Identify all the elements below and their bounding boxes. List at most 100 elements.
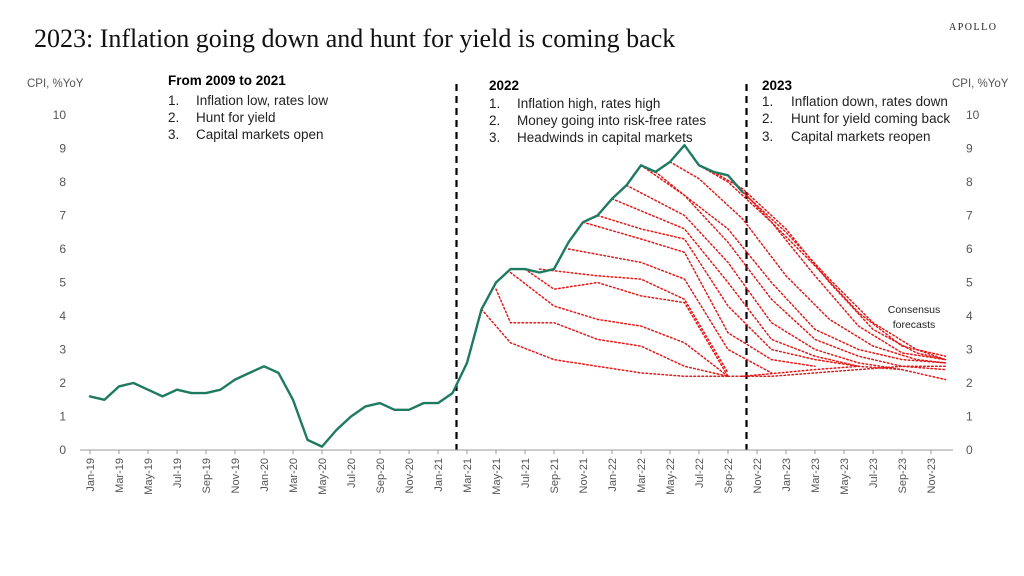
section-item-number: 1. — [762, 94, 773, 109]
forecast-line — [524, 268, 729, 378]
forecast-line — [741, 191, 947, 361]
section-item: Headwinds in capital markets — [517, 130, 693, 145]
annotation-line-1: Consensus — [888, 304, 941, 316]
y-tick-label: 1 — [966, 410, 973, 424]
x-tick-label: Mar-21 — [462, 458, 474, 493]
x-tick-label: Nov-19 — [230, 458, 242, 493]
section-item-number: 3. — [168, 127, 179, 142]
y-tick-label: 7 — [966, 209, 973, 223]
y-tick-label: 0 — [59, 443, 66, 457]
forecast-line — [727, 174, 947, 357]
forecast-line — [480, 308, 729, 378]
x-tick-label: Sep-23 — [897, 458, 909, 493]
y-tick-label: 3 — [966, 343, 973, 357]
section-item: Inflation down, rates down — [791, 94, 948, 109]
y-tick-label: 9 — [966, 142, 973, 156]
forecast-line — [712, 171, 947, 361]
forecast-line — [741, 365, 947, 381]
actual-line-group — [88, 143, 744, 448]
forecast-line — [640, 164, 947, 371]
x-tick-label: Mar-19 — [114, 458, 126, 493]
x-tick-label: Nov-20 — [404, 458, 416, 493]
y-axis-left-title: CPI, %YoY — [27, 78, 84, 90]
y-axis-right-title: CPI, %YoY — [952, 78, 1009, 90]
x-tick-label: Jan-23 — [781, 458, 793, 492]
y-tick-label: 0 — [966, 443, 973, 457]
x-tick-label: Jul-23 — [868, 458, 880, 488]
y-tick-label: 2 — [966, 376, 973, 390]
section-item-number: 3. — [489, 130, 500, 145]
y-tick-label: 10 — [966, 108, 980, 122]
section-2023: 2023 1. Inflation down, rates down 2. Hu… — [762, 78, 950, 144]
x-tick-label: Sep-20 — [375, 458, 387, 493]
x-tick-label: Jul-22 — [694, 458, 706, 488]
y-tick-label: 5 — [59, 276, 66, 290]
section-item-number: 3. — [762, 129, 773, 144]
x-tick-label: May-20 — [317, 458, 329, 495]
forecast-line — [582, 221, 816, 368]
x-tick-label: Jan-22 — [607, 458, 619, 492]
actual-cpi-line — [88, 143, 744, 448]
x-tick-label: Nov-22 — [752, 458, 764, 493]
forecast-line — [698, 164, 947, 361]
forecast-line — [596, 214, 860, 368]
forecast-line — [611, 198, 860, 368]
forecast-line — [567, 248, 773, 374]
y-tick-label: 5 — [966, 276, 973, 290]
section-item: Capital markets open — [196, 127, 324, 142]
forecast-line — [625, 184, 903, 371]
y-tick-label: 10 — [53, 108, 67, 122]
section-heading: 2022 — [489, 78, 519, 93]
x-tick-label: Jul-20 — [346, 458, 358, 488]
y-tick-label: 7 — [59, 209, 66, 223]
x-ticks: Jan-19 Mar-19 May-19 Jul-19 Sep-19 Nov-19 Jan-… — [85, 450, 938, 495]
x-tick-label: Mar-20 — [288, 458, 300, 493]
x-tick-label: Jan-19 — [85, 458, 97, 492]
section-item-number: 1. — [168, 93, 179, 108]
y-tick-label: 1 — [59, 410, 66, 424]
x-axis: Jan-19 Mar-19 May-19 Jul-19 Sep-19 Nov-19 Jan-… — [80, 449, 953, 495]
x-tick-label: Jan-20 — [259, 458, 271, 492]
y-ticks-right: 0 1 2 3 4 5 6 7 8 9 10 — [966, 108, 980, 457]
section-item-number: 2. — [168, 110, 179, 125]
y-tick-label: 3 — [59, 343, 66, 357]
brand-logo: APOLLO — [949, 22, 998, 33]
forecast-line — [727, 365, 947, 378]
section-2009-2021: From 2009 to 2021 1. Inflation low, rate… — [168, 73, 328, 142]
y-tick-label: 8 — [59, 175, 66, 189]
section-item: Capital markets reopen — [791, 129, 931, 144]
x-tick-label: Sep-19 — [201, 458, 213, 493]
section-item-number: 1. — [489, 96, 500, 111]
y-tick-label: 6 — [59, 242, 66, 256]
section-heading: From 2009 to 2021 — [168, 73, 286, 88]
y-ticks-left: 0 1 2 3 4 5 6 7 8 9 10 — [53, 108, 67, 457]
x-tick-label: Jul-21 — [520, 458, 532, 488]
section-heading: 2023 — [762, 78, 793, 93]
x-tick-label: May-22 — [665, 458, 677, 495]
x-tick-label: Mar-23 — [810, 458, 822, 493]
x-tick-label: Nov-21 — [578, 458, 590, 493]
x-tick-label: Sep-22 — [723, 458, 735, 493]
forecast-line — [509, 271, 729, 378]
x-tick-label: May-23 — [839, 458, 851, 495]
section-item: Inflation high, rates high — [517, 96, 660, 111]
section-item: Inflation low, rates low — [196, 93, 328, 108]
x-tick-label: Sep-21 — [549, 458, 561, 493]
y-tick-label: 4 — [966, 309, 973, 323]
section-notes: From 2009 to 2021 1. Inflation low, rate… — [168, 73, 950, 145]
consensus-annotation: Consensus forecasts — [888, 304, 941, 331]
section-item: Hunt for yield coming back — [791, 111, 950, 126]
y-tick-label: 9 — [59, 142, 66, 156]
y-tick-label: 4 — [59, 309, 66, 323]
y-axis-left: CPI, %YoY 0 1 2 3 4 5 6 7 8 9 10 — [27, 78, 84, 457]
forecast-line — [669, 161, 947, 364]
y-axis-right: CPI, %YoY 0 1 2 3 4 5 6 7 8 9 10 — [952, 78, 1009, 457]
forecast-lines — [480, 161, 947, 381]
forecast-line — [538, 268, 729, 374]
x-tick-label: May-19 — [143, 458, 155, 495]
section-item-number: 2. — [489, 113, 500, 128]
section-item-number: 2. — [762, 111, 773, 126]
x-tick-label: Jan-21 — [433, 458, 445, 492]
annotation-line-2: forecasts — [893, 319, 936, 331]
